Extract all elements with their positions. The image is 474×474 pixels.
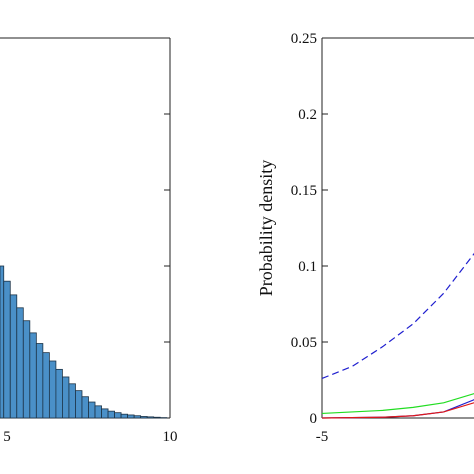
histogram-bar — [133, 415, 142, 419]
histogram-bar — [146, 416, 155, 419]
left-panel: 5 10 — [0, 37, 178, 445]
histogram-bar — [127, 414, 135, 419]
histogram-bar — [107, 410, 115, 419]
histogram-bar — [114, 412, 122, 419]
histogram-bar — [75, 390, 83, 419]
left-x-tick-label-5: 5 — [3, 429, 11, 445]
histogram-bar — [42, 352, 50, 419]
histogram-bar — [140, 416, 148, 419]
density-curve-4 — [321, 402, 474, 419]
histogram-bar — [101, 408, 109, 419]
right-y-tick-label: 0 — [310, 411, 318, 427]
right-y-axis-label: Probability density — [256, 160, 276, 297]
right-y-tick-label: 0.1 — [298, 259, 317, 275]
density-curves — [321, 252, 474, 419]
histogram-bar — [0, 265, 5, 419]
histogram-bar — [81, 396, 89, 419]
histogram-bar — [55, 368, 63, 419]
histogram-bar — [62, 376, 70, 419]
histogram-bar — [3, 280, 11, 419]
density-curve-2 — [321, 398, 474, 419]
left-x-tick-label-10: 10 — [163, 429, 178, 445]
right-y-tick-label: 0.2 — [298, 107, 317, 123]
histogram-bar — [9, 294, 18, 419]
histogram-bar — [94, 405, 102, 419]
histogram-bar — [88, 401, 96, 419]
right-y-tick-label: 0.05 — [291, 335, 317, 351]
density-curve-1 — [321, 252, 474, 380]
histogram-bar — [48, 360, 57, 419]
histogram-bar — [29, 332, 37, 419]
histogram-bar — [153, 416, 161, 419]
right-panel: 0 0.05 0.1 0.15 0.2 0.25 -5 Probability densi… — [256, 31, 474, 445]
density-curve-3 — [321, 393, 474, 415]
right-y-tick-label: 0.25 — [291, 31, 317, 47]
right-y-tick-label: 0.15 — [291, 183, 317, 199]
histogram-bar — [68, 383, 76, 419]
histogram-bars — [0, 265, 168, 419]
histogram-bar — [35, 343, 44, 419]
right-x-tick-label-minus5: -5 — [316, 429, 329, 445]
histogram-bar — [22, 320, 31, 419]
histogram-bar — [16, 307, 24, 419]
histogram-bar — [120, 413, 129, 419]
